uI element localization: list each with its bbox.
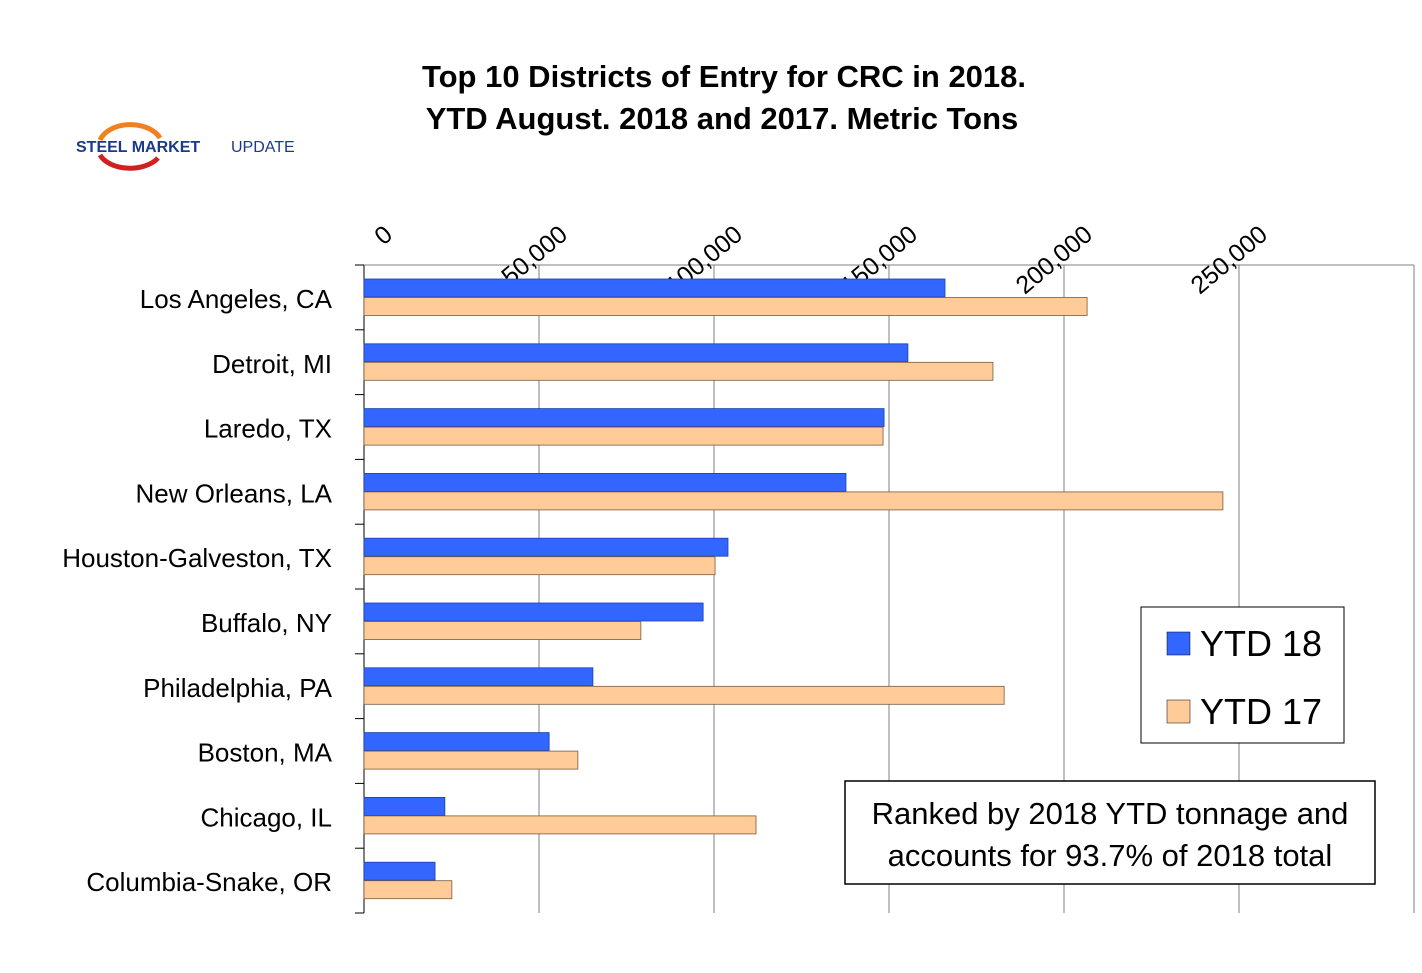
bar-ytd18 [363,732,550,751]
bar-ytd17 [363,815,757,835]
bar-ytd17 [363,361,994,381]
bar-ytd18 [363,343,909,363]
bar-ytd17 [363,880,453,900]
category-label: Chicago, IL [200,802,332,832]
category-label: Detroit, MI [212,349,332,379]
logo: STEEL MARKET UPDATE [76,122,295,171]
bar-ytd17 [363,297,1088,316]
x-tick-label: 250,000 [1186,220,1273,300]
bar-ytd17 [363,685,1005,705]
x-tick-label: 200,000 [1011,220,1098,300]
category-label: Columbia-Snake, OR [86,867,332,897]
category-label: Philadelphia, PA [143,673,333,703]
bar-ytd18 [363,667,594,687]
annotation-line-2: accounts for 93.7% of 2018 total [888,838,1333,873]
logo-text-bold: STEEL MARKET [76,139,200,156]
bar-ytd17 [363,556,716,576]
category-label: Los Angeles, CA [140,284,333,314]
legend: YTD 18 YTD 17 [1140,606,1345,744]
chart-title-line-2: YTD August. 2018 and 2017. Metric Tons [426,101,1019,136]
legend-label-ytd18: YTD 18 [1200,623,1322,664]
category-label: Boston, MA [198,738,333,768]
bar-ytd18 [363,861,436,881]
category-label: Laredo, TX [204,414,332,444]
category-labels: Los Angeles, CA Detroit, MI Laredo, TX New … [62,284,332,897]
bar-ytd18 [363,472,847,492]
bar-ytd17 [363,491,1224,511]
category-label: Buffalo, NY [201,608,332,638]
category-label: Houston-Galveston, TX [62,543,332,573]
chart-title-line-1: Top 10 Districts of Entry for CRC in 201… [422,59,1026,94]
x-tick-label: 0 [369,220,398,250]
bar-ytd17 [363,621,642,640]
bar-ytd18 [363,797,446,816]
annotation-box: Ranked by 2018 YTD tonnage and accounts … [844,780,1376,885]
bars [363,278,1224,900]
legend-swatch-ytd18 [1166,631,1191,656]
legend-swatch-ytd17 [1166,699,1191,724]
bar-ytd18 [363,278,946,298]
annotation-line-1: Ranked by 2018 YTD tonnage and [872,796,1349,831]
bar-ytd17 [363,426,884,446]
bar-ytd18 [363,537,729,557]
bar-ytd17 [363,750,579,770]
bar-ytd18 [363,602,704,622]
logo-text-light: UPDATE [231,139,295,156]
legend-label-ytd17: YTD 17 [1200,691,1322,732]
bar-ytd18 [363,408,885,428]
category-label: New Orleans, LA [135,478,332,508]
